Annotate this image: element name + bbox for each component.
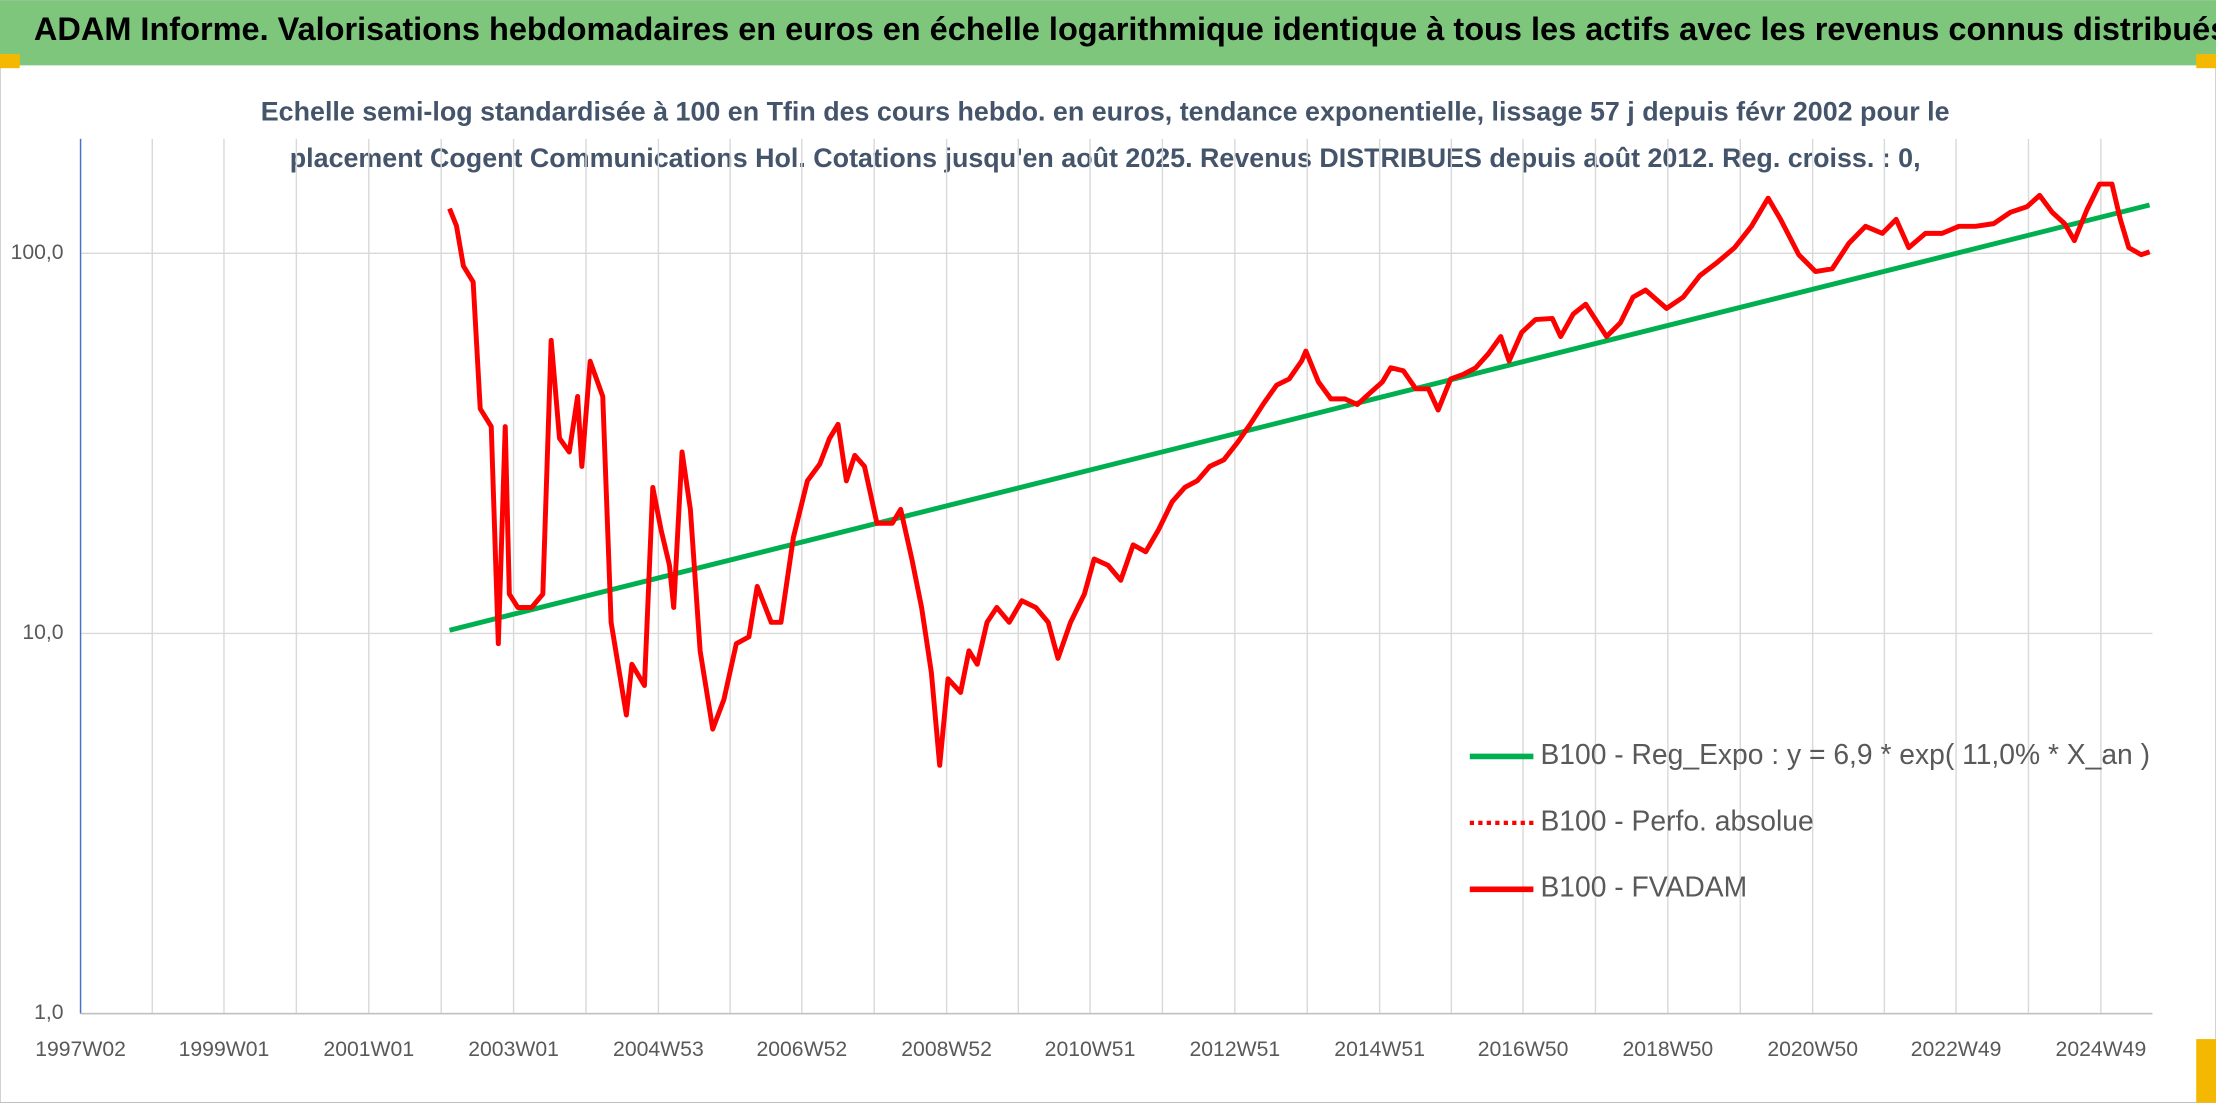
data-line — [448, 202, 2151, 633]
x-tick-label: 1999W01 — [179, 1038, 270, 1061]
x-tick-label: 2020W50 — [1767, 1038, 1858, 1061]
x-tick-label: 2004W53 — [613, 1038, 704, 1061]
x-tick-label: 2006W52 — [756, 1038, 847, 1061]
y-tick-label: 1,0 — [34, 1001, 63, 1024]
x-tick-label: 2012W51 — [1189, 1038, 1280, 1061]
chart-title: ADAM Informe. Valorisations hebdomadaire… — [34, 11, 2216, 47]
x-tick-label: 2010W51 — [1045, 1038, 1136, 1061]
x-tick-label: 2018W50 — [1623, 1038, 1714, 1061]
x-tick-label: 1997W02 — [35, 1038, 126, 1061]
legend-label: B100 - Perfo. absolue — [1540, 804, 1813, 836]
x-tick-label: 2022W49 — [1911, 1038, 2002, 1061]
x-tick-label: 2008W52 — [901, 1038, 992, 1061]
corner-mark — [2196, 54, 2216, 69]
x-tick-label: 2016W50 — [1478, 1038, 1569, 1061]
y-tick-label: 100,0 — [11, 241, 64, 264]
legend-label: B100 - Reg_Expo : y = 6,9 * exp( 11,0% *… — [1540, 738, 2150, 770]
corner-mark — [2196, 1039, 2216, 1103]
chart-subtitle: Echelle semi-log standardisée à 100 en T… — [261, 96, 1950, 126]
legend-label: B100 - FVADAM — [1540, 871, 1747, 903]
chart-subtitle: placement Cogent Communications Hol. Cot… — [290, 143, 1921, 173]
corner-mark — [0, 54, 20, 69]
x-tick-label: 2024W49 — [2056, 1038, 2147, 1061]
x-tick-label: 2001W01 — [323, 1038, 414, 1061]
data-line — [447, 181, 2151, 768]
x-tick-label: 2003W01 — [468, 1038, 559, 1061]
y-tick-label: 10,0 — [22, 621, 63, 644]
title-bar — [0, 0, 2216, 66]
x-tick-label: 2014W51 — [1334, 1038, 1425, 1061]
